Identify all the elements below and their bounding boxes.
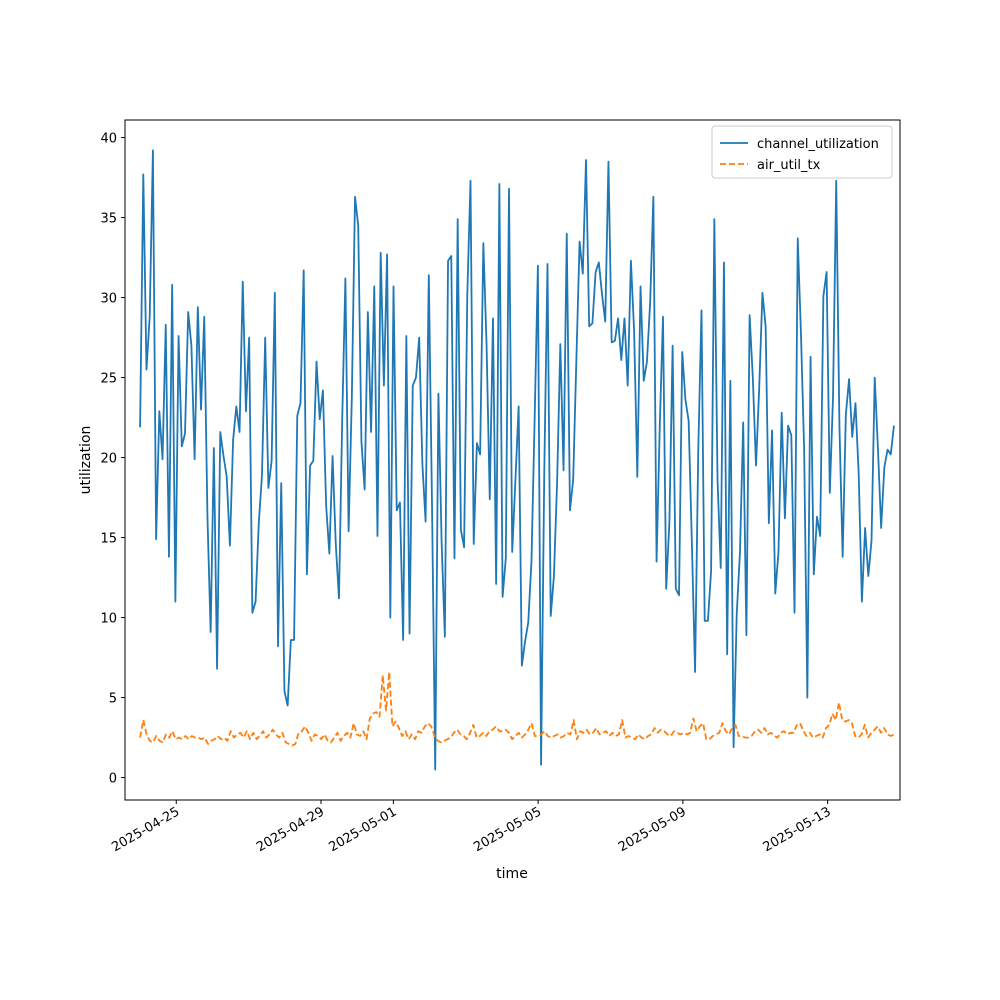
y-tick-label: 5 [109,692,117,707]
legend: channel_utilization air_util_tx [711,125,893,179]
y-tick-label: 10 [100,612,117,627]
legend-box [711,125,893,179]
y-axis-label: utilization [78,426,94,495]
y-tick-label: 20 [100,452,117,467]
plot-area [139,149,895,771]
y-tick-label: 35 [100,212,117,227]
legend-label: channel_utilization [757,137,879,152]
y-tick-label: 15 [100,532,117,547]
y-tick-label: 0 [109,772,117,787]
y-tick-label: 40 [100,132,117,147]
series-line-air-util-tx [139,671,895,747]
legend-label: air_util_tx [757,158,821,173]
y-tick-label: 30 [100,292,117,307]
y-tick-label: 25 [100,372,117,387]
x-axis-label: time [496,866,528,882]
series-line-channel-utilization [139,149,895,771]
y-axis: 0 5 10 15 20 25 30 35 40 [100,132,125,787]
axes-frame [124,119,901,801]
